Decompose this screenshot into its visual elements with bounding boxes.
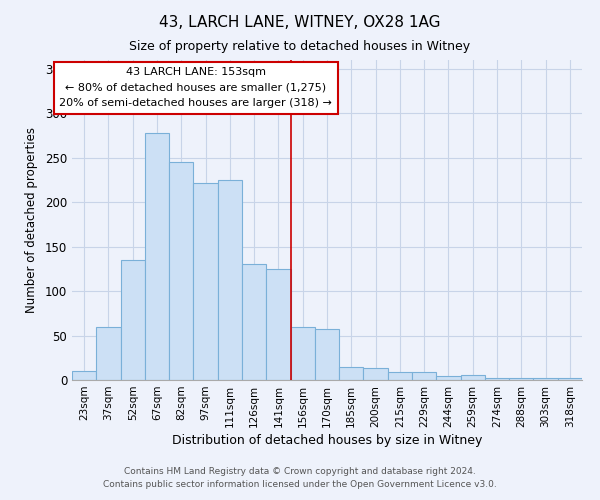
Bar [436,376,461,380]
Text: Contains HM Land Registry data © Crown copyright and database right 2024.
Contai: Contains HM Land Registry data © Crown c… [103,467,497,489]
Bar [290,326,315,380]
Bar [96,326,121,380]
Bar [485,378,509,380]
Bar [388,372,412,380]
Text: 43 LARCH LANE: 153sqm
← 80% of detached houses are smaller (1,275)
20% of semi-d: 43 LARCH LANE: 153sqm ← 80% of detached … [59,67,332,108]
Bar [121,260,145,380]
Bar [533,378,558,380]
Bar [412,372,436,380]
Bar [558,378,582,380]
Bar [364,368,388,380]
X-axis label: Distribution of detached houses by size in Witney: Distribution of detached houses by size … [172,434,482,447]
Text: Size of property relative to detached houses in Witney: Size of property relative to detached ho… [130,40,470,53]
Bar [218,180,242,380]
Bar [266,269,290,380]
Bar [193,182,218,380]
Bar [72,371,96,380]
Text: 43, LARCH LANE, WITNEY, OX28 1AG: 43, LARCH LANE, WITNEY, OX28 1AG [159,15,441,30]
Bar [509,378,533,380]
Bar [169,162,193,380]
Bar [242,264,266,380]
Bar [461,374,485,380]
Bar [339,366,364,380]
Bar [315,330,339,380]
Bar [145,133,169,380]
Y-axis label: Number of detached properties: Number of detached properties [25,127,38,313]
